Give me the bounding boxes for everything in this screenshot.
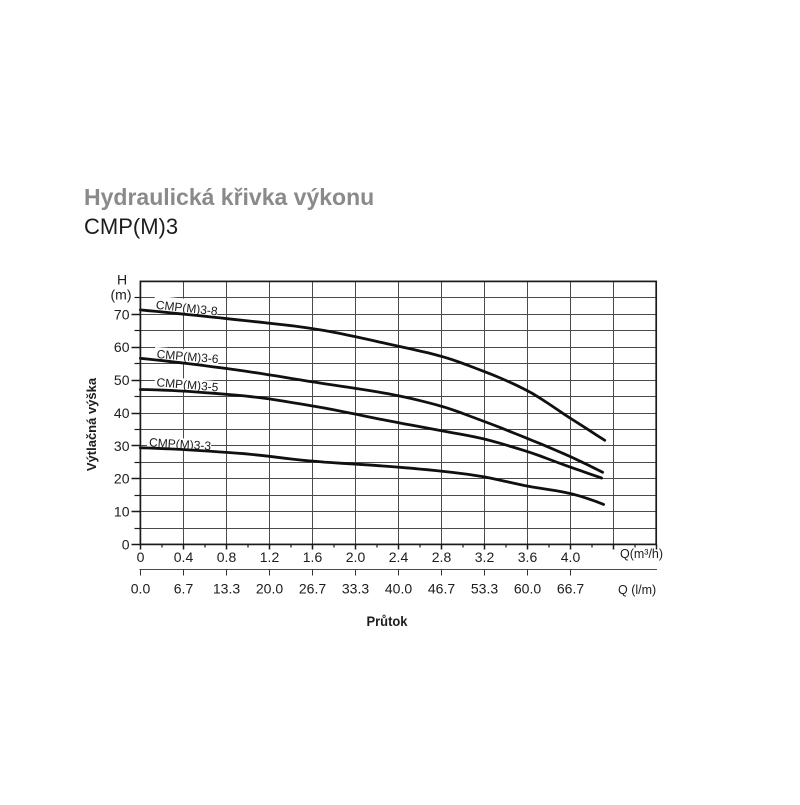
svg-text:4.0: 4.0 bbox=[561, 549, 581, 565]
svg-text:40.0: 40.0 bbox=[385, 580, 412, 596]
svg-text:3.6: 3.6 bbox=[518, 549, 538, 565]
svg-text:53.3: 53.3 bbox=[471, 580, 498, 596]
svg-text:30: 30 bbox=[114, 438, 130, 454]
svg-text:Výtlačná výška: Výtlačná výška bbox=[84, 377, 99, 471]
svg-text:6.7: 6.7 bbox=[174, 580, 194, 596]
svg-text:2.8: 2.8 bbox=[432, 549, 452, 565]
svg-text:10: 10 bbox=[114, 504, 130, 520]
svg-text:40: 40 bbox=[114, 405, 130, 421]
svg-text:20.0: 20.0 bbox=[256, 580, 283, 596]
svg-text:2.4: 2.4 bbox=[389, 549, 409, 565]
svg-text:66.7: 66.7 bbox=[557, 580, 584, 596]
svg-text:0.0: 0.0 bbox=[131, 580, 151, 596]
svg-text:Q(m³/h): Q(m³/h) bbox=[620, 547, 663, 561]
svg-text:0: 0 bbox=[137, 549, 145, 565]
svg-text:70: 70 bbox=[114, 306, 130, 322]
svg-text:CMP(M)3: CMP(M)3 bbox=[84, 214, 178, 239]
svg-text:1.2: 1.2 bbox=[260, 549, 280, 565]
svg-text:2.0: 2.0 bbox=[346, 549, 366, 565]
svg-text:(m): (m) bbox=[111, 287, 132, 303]
svg-text:20: 20 bbox=[114, 471, 130, 487]
svg-text:13.3: 13.3 bbox=[213, 580, 240, 596]
svg-text:0.4: 0.4 bbox=[174, 549, 194, 565]
svg-text:60.0: 60.0 bbox=[514, 580, 541, 596]
svg-text:33.3: 33.3 bbox=[342, 580, 369, 596]
svg-text:Průtok: Průtok bbox=[367, 613, 408, 629]
svg-text:Q (l/m): Q (l/m) bbox=[618, 583, 656, 597]
svg-text:0.8: 0.8 bbox=[217, 549, 237, 565]
svg-text:0: 0 bbox=[122, 536, 130, 552]
svg-text:1.6: 1.6 bbox=[303, 549, 323, 565]
svg-text:3.2: 3.2 bbox=[475, 549, 495, 565]
svg-text:Hydraulická křivka výkonu: Hydraulická křivka výkonu bbox=[84, 184, 374, 210]
svg-text:60: 60 bbox=[114, 339, 130, 355]
svg-text:H: H bbox=[117, 272, 127, 288]
svg-text:26.7: 26.7 bbox=[299, 580, 326, 596]
svg-text:46.7: 46.7 bbox=[428, 580, 455, 596]
svg-text:50: 50 bbox=[114, 372, 130, 388]
